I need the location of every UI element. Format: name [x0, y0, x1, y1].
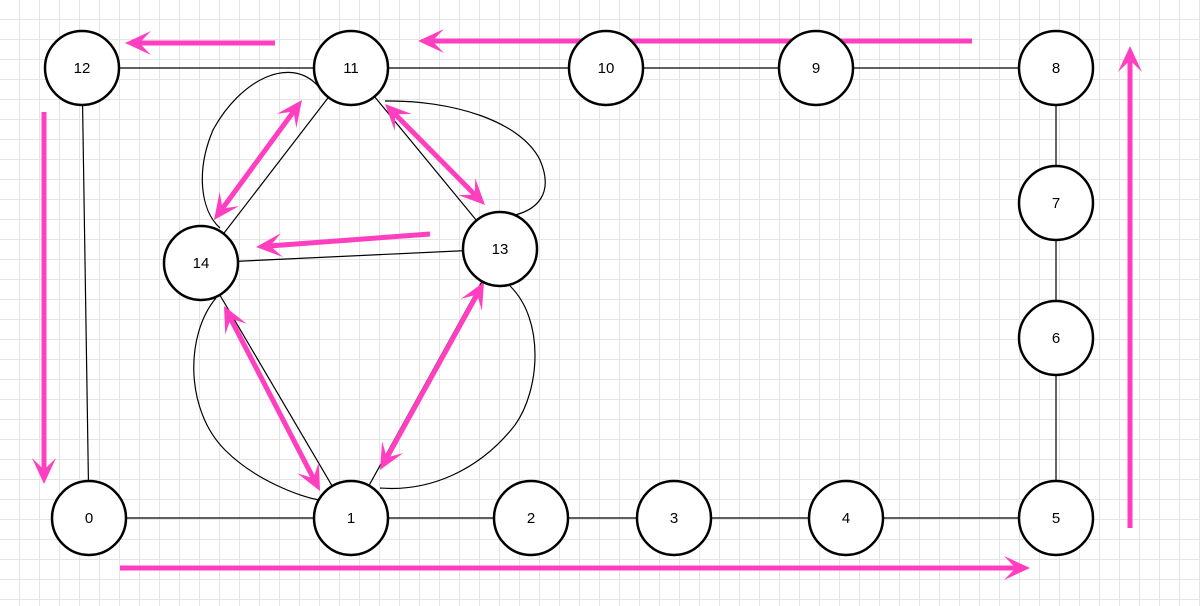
node-circle [1017, 164, 1095, 242]
arrow-n11-n13 [385, 104, 485, 205]
curve-11-13 [384, 100, 546, 216]
arrow-top-left-long [418, 29, 972, 53]
curved-edges [193, 71, 546, 501]
edge-11-14 [200, 67, 352, 264]
node-11: 11 [312, 29, 390, 107]
node-label: 10 [598, 60, 615, 77]
edge-13-14 [200, 248, 501, 264]
node-label: 8 [1052, 60, 1060, 77]
arrows [32, 29, 1142, 580]
node-9: 9 [777, 29, 855, 107]
node-label: 2 [527, 510, 535, 527]
node-label: 6 [1052, 330, 1060, 347]
node-circle [162, 224, 240, 302]
node-2: 2 [492, 479, 570, 557]
node-circle [635, 479, 713, 557]
node-label: 9 [812, 60, 820, 77]
arrow-left-down [32, 112, 56, 484]
arrow-n14-n1 [224, 306, 320, 491]
node-circle [312, 29, 390, 107]
node-3: 3 [635, 479, 713, 557]
edge-14-1 [200, 262, 352, 519]
node-circle [777, 29, 855, 107]
edges [81, 67, 1057, 519]
curve-13-1 [379, 285, 536, 490]
edge-11-13 [350, 67, 501, 250]
node-label: 1 [347, 510, 355, 527]
node-7: 7 [1017, 164, 1095, 242]
node-circle [461, 210, 539, 288]
node-circle [43, 29, 121, 107]
arrow-right-up [1118, 46, 1142, 528]
edge-12-0 [81, 67, 90, 519]
arrow-n11-n14 [214, 100, 302, 220]
node-5: 5 [1017, 479, 1095, 557]
node-10: 10 [567, 29, 645, 107]
node-circle [1017, 29, 1095, 107]
arrow-top-left-short [125, 31, 275, 55]
node-circle [807, 479, 885, 557]
node-label: 4 [842, 510, 850, 527]
arrow-center-left [256, 231, 431, 257]
node-label: 7 [1052, 195, 1060, 212]
node-label: 14 [193, 255, 210, 272]
node-circle [492, 479, 570, 557]
arrow-bottom-right [120, 556, 1030, 580]
node-8: 8 [1017, 29, 1095, 107]
node-6: 6 [1017, 299, 1095, 377]
curve-11-14 [201, 71, 319, 229]
arrow-n13-n1 [380, 282, 484, 470]
node-label: 3 [670, 510, 678, 527]
node-label: 13 [492, 241, 509, 258]
node-circle [1017, 299, 1095, 377]
node-13: 13 [461, 210, 539, 288]
node-label: 0 [85, 510, 93, 527]
node-label: 5 [1052, 510, 1060, 527]
node-12: 12 [43, 29, 121, 107]
node-4: 4 [807, 479, 885, 557]
node-0: 0 [50, 479, 128, 557]
node-circle [1017, 479, 1095, 557]
node-14: 14 [162, 224, 240, 302]
node-label: 12 [74, 60, 91, 77]
node-label: 11 [343, 60, 359, 77]
node-circle [312, 479, 390, 557]
node-1: 1 [312, 479, 390, 557]
node-circle [50, 479, 128, 557]
node-circle [567, 29, 645, 107]
curve-14-1 [193, 297, 321, 501]
